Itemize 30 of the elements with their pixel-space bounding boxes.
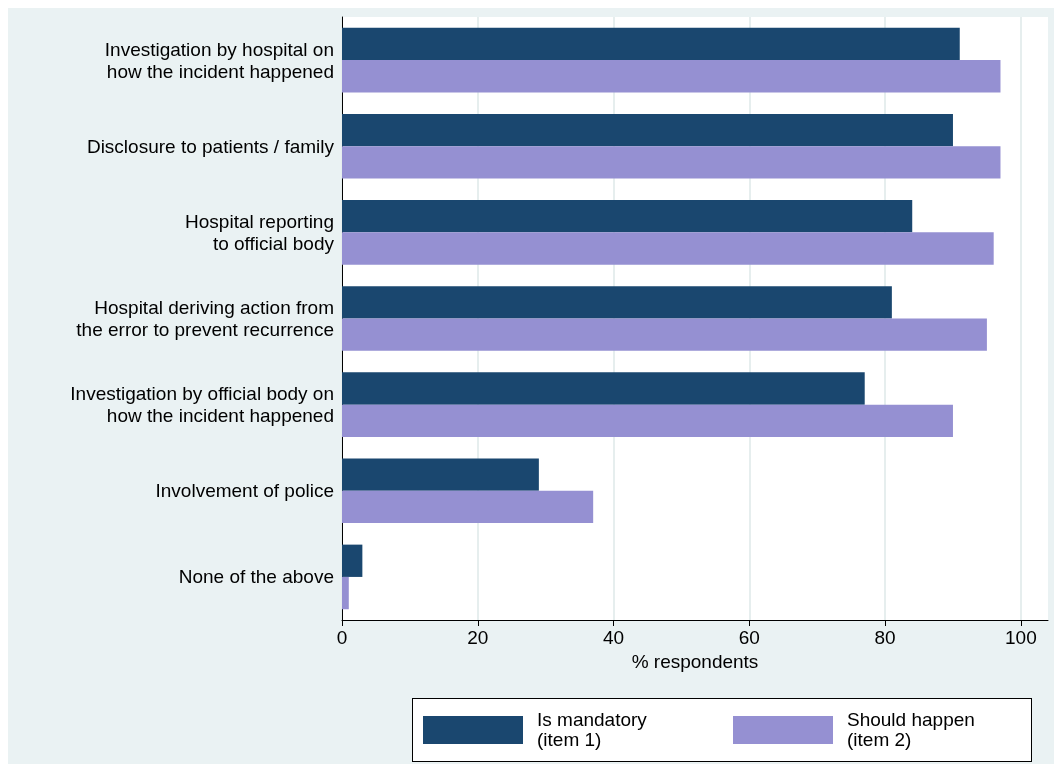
x-tick-label: 80	[874, 627, 896, 648]
x-tick-label: 0	[336, 627, 348, 648]
bar	[342, 286, 892, 319]
bar	[342, 544, 363, 577]
x-axis-title: % respondents	[631, 650, 759, 672]
x-tick-label: 100	[1004, 627, 1037, 648]
bar	[342, 318, 987, 351]
y-tick-label: Hospital reporting to official body	[185, 210, 335, 254]
y-tick-label: Investigation by hospital on how the incident happened	[104, 38, 334, 82]
bar	[342, 576, 349, 610]
text: Should happen (item 2)	[847, 709, 975, 750]
x-tick-label: 40	[602, 627, 625, 648]
y-tick-label: Disclosure to patients / family	[86, 135, 335, 157]
y-tick-label: Involvement of police	[155, 480, 334, 502]
text: Is mandatory (item 1)	[537, 709, 647, 750]
x-tick-label: 60	[738, 627, 760, 648]
x-tick-label: 20	[467, 627, 489, 648]
bar	[342, 372, 865, 405]
y-tick-label: Hospital deriving action from the error to prevent recurrence	[76, 297, 334, 340]
bar	[342, 60, 1001, 93]
bar	[342, 146, 1001, 179]
y-tick-label: None of the above	[178, 566, 334, 588]
bar	[342, 200, 913, 233]
bar	[342, 113, 953, 147]
y-tick-label: Investigation by official body on how the incident happened	[70, 383, 334, 427]
bar	[342, 27, 960, 61]
bar	[342, 490, 594, 524]
bar	[342, 404, 953, 437]
bar	[342, 232, 994, 265]
bar	[342, 458, 539, 491]
